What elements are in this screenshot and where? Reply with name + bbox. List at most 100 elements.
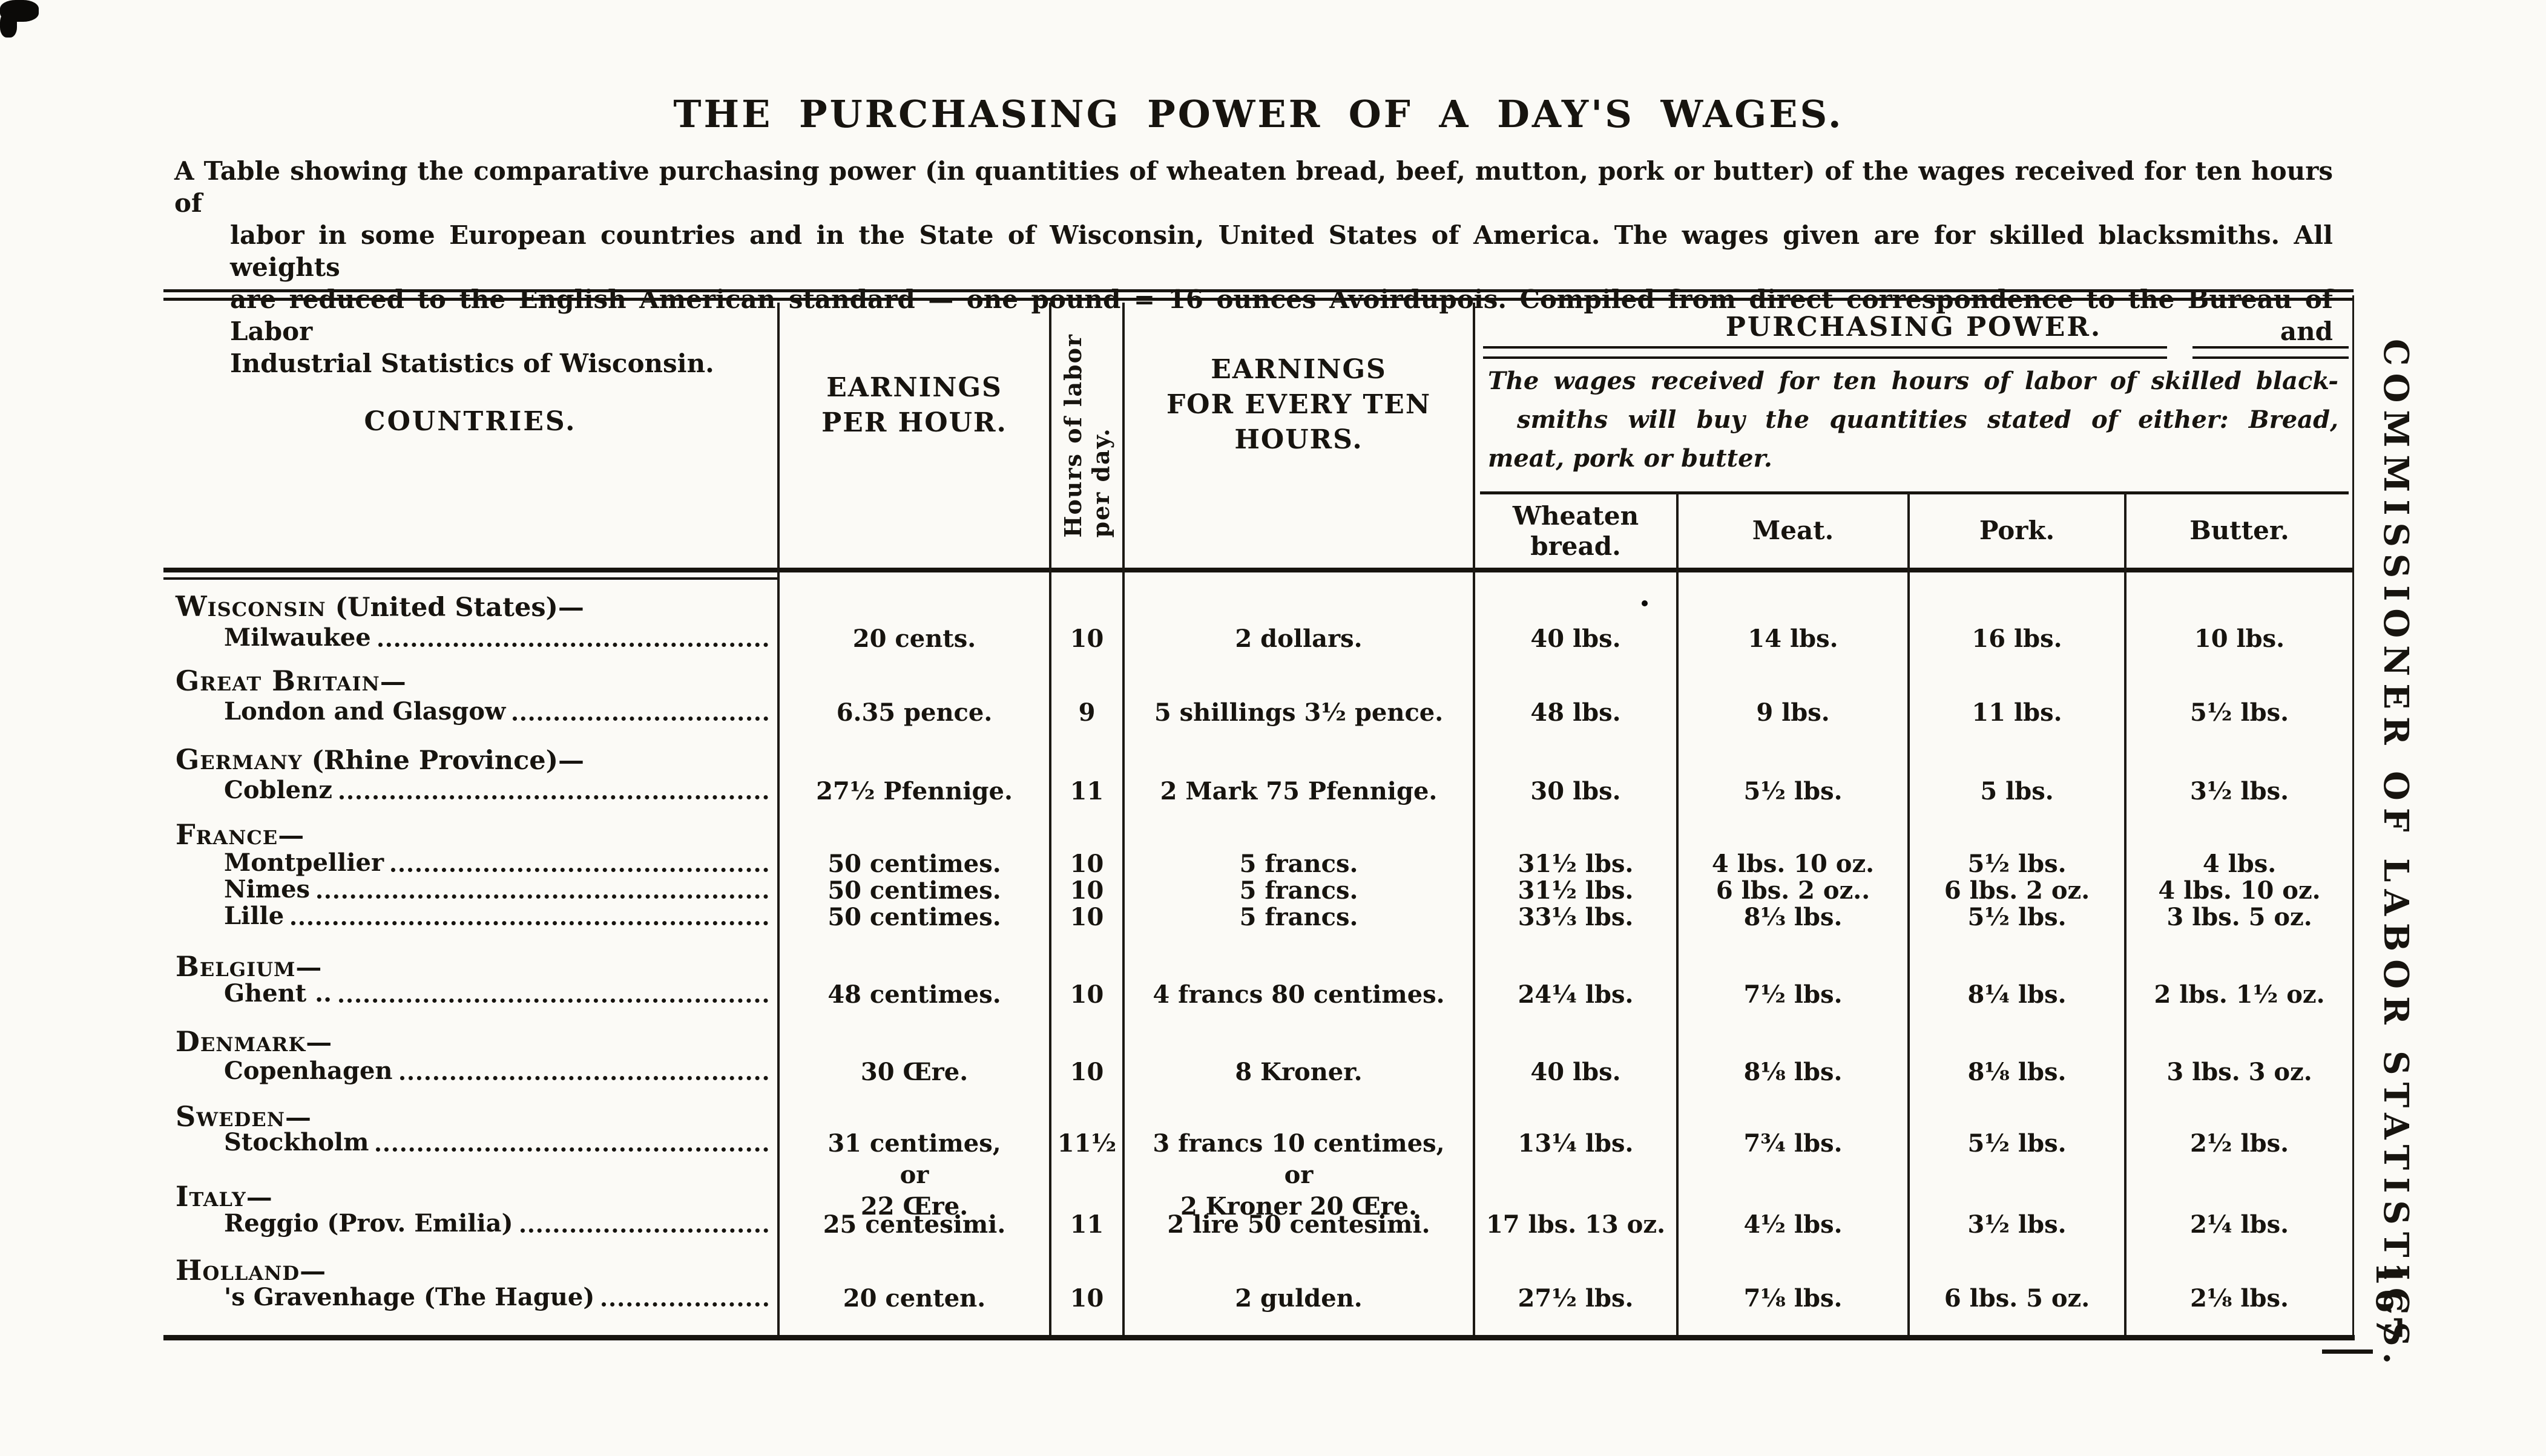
meat-value: 6 lbs. 2 oz..	[1715, 876, 1870, 905]
hours-value: 11	[1070, 1210, 1104, 1239]
page-number: 167	[2368, 1262, 2409, 1343]
header-earnings-per-hour: EARNINGS PER HOUR.	[778, 370, 1050, 441]
earnings-per-hour-value-line: 27½ Pfennige.	[816, 777, 1013, 805]
hours-value: 10	[1070, 625, 1104, 653]
city-row: Copenhagen	[224, 1057, 772, 1085]
header-hours-per-day-text: Hours of labor per day.	[1059, 333, 1115, 537]
dot-leader	[400, 1076, 768, 1080]
earnings-per-hour-value-line: 50 centimes.	[827, 876, 1001, 905]
header-earnings-ten-line3: HOURS.	[1234, 424, 1363, 455]
bread-value: 40 lbs.	[1530, 625, 1621, 653]
pork-value: 3½ lbs.	[1967, 1210, 2067, 1239]
hours-value: 10	[1070, 876, 1104, 905]
bread-value: 48 lbs.	[1530, 698, 1621, 727]
earnings-per-hour-value: 50 centimes.	[778, 875, 1050, 907]
city-row: Ghent ..	[224, 979, 772, 1008]
earnings-ten-value: 2 dollars.	[1123, 623, 1474, 655]
meat-value: 14 lbs.	[1748, 625, 1838, 653]
country-suffix: —	[300, 1256, 326, 1287]
earnings-ten-value-line: 3 francs 10 centimes,	[1153, 1129, 1445, 1158]
country-label: Holland—	[176, 1254, 781, 1287]
bread-value: 33⅓ lbs.	[1518, 903, 1634, 931]
header-countries: COUNTRIES.	[364, 406, 577, 437]
hours-value: 10	[1070, 1058, 1104, 1086]
earnings-per-hour-value-line: 50 centimes.	[827, 903, 1001, 931]
bread-value: 13¼ lbs.	[1518, 1129, 1634, 1158]
meat-value: 4½ lbs.	[1743, 1210, 1843, 1239]
earnings-per-hour-value: 50 centimes.	[778, 848, 1050, 880]
meat-value: 7½ lbs.	[1743, 980, 1843, 1009]
vrule-after-hours	[1122, 303, 1125, 1337]
page-title: THE PURCHASING POWER OF A DAY'S WAGES.	[673, 92, 1844, 136]
vrule-right-edge	[2352, 295, 2354, 1337]
hours-header-line1: Hours of labor	[1059, 333, 1087, 538]
pp-note: The wages received for ten hours of labo…	[1488, 362, 2338, 478]
dot-leader	[339, 999, 768, 1003]
butter-value: 2½ lbs.	[2189, 1129, 2289, 1158]
bread-value: 40 lbs.	[1530, 1058, 1621, 1086]
country-name: Wisconsin	[176, 590, 326, 623]
pork-value: 5 lbs.	[1980, 777, 2054, 805]
butter-value: 4 lbs. 10 oz.	[2158, 876, 2321, 905]
earnings-per-hour-value: 6.35 pence.	[778, 697, 1050, 729]
pp-note-line1: The wages received for ten hours of labo…	[1488, 367, 2338, 395]
earnings-per-hour-value-line: 6.35 pence.	[836, 698, 993, 727]
earnings-ten-value-line: 2 Kroner 20 Œre.	[1180, 1192, 1418, 1221]
dot-leader	[602, 1302, 768, 1307]
earnings-per-hour-value-line: 25 centesimi.	[823, 1210, 1006, 1239]
city-row: 's Gravenhage (The Hague)	[224, 1283, 772, 1311]
city-row: Reggio (Prov. Emilia)	[224, 1209, 772, 1238]
side-caption: COMMISSIONER OF LABOR STATISTICS.	[2376, 339, 2416, 1372]
dot-leader	[520, 1228, 768, 1233]
country-suffix: (United States)—	[326, 592, 584, 623]
pork-value: 6 lbs. 5 oz.	[1944, 1284, 2090, 1313]
pp-note-rule	[1480, 491, 2349, 494]
bread-value: 31½ lbs.	[1518, 876, 1634, 905]
country-suffix: (Rhine Province)—	[302, 746, 585, 776]
country-label: Sweden—	[176, 1100, 781, 1133]
earnings-ten-value-line: 2 Mark 75 Pfennige.	[1160, 777, 1438, 805]
pork-value: 5½ lbs.	[1967, 903, 2067, 931]
country-label: Great Britain—	[176, 664, 781, 697]
earnings-ten-value-line: 5 francs.	[1239, 876, 1358, 905]
city-row: Milwaukee	[224, 623, 772, 652]
bread-value: 17 lbs. 13 oz.	[1485, 1210, 1666, 1239]
page-number-tick	[2322, 1349, 2373, 1354]
meat-value: 4 lbs. 10 oz.	[1711, 850, 1875, 878]
meat-value: 5½ lbs.	[1743, 777, 1843, 805]
country-name: Italy	[176, 1180, 246, 1213]
earnings-ten-value: 3 francs 10 centimes, or 2 Kroner 20 Œre.	[1123, 1128, 1474, 1222]
earnings-ten-value: 2 gulden.	[1123, 1283, 1474, 1314]
meat-value: 7¾ lbs.	[1743, 1129, 1843, 1158]
country-name: Holland	[176, 1254, 300, 1287]
hours-header-line2: per day.	[1087, 427, 1114, 538]
city-row: Montpellier	[224, 848, 772, 877]
vrule-after-meat	[1907, 493, 1910, 1337]
earnings-ten-value-line: 2 dollars.	[1235, 625, 1363, 653]
country-suffix: —	[380, 667, 406, 697]
earnings-ten-value-line: or	[1284, 1161, 1314, 1189]
header-earnings-ten-line2: FOR EVERY TEN	[1166, 389, 1432, 420]
dot-leader	[317, 894, 768, 899]
city-name: Montpellier	[224, 848, 384, 877]
country-label: France—	[176, 818, 781, 851]
pork-value: 16 lbs.	[1972, 625, 2062, 653]
butter-value: 3½ lbs.	[2189, 777, 2289, 805]
country-suffix: —	[306, 1028, 332, 1058]
vrule-after-earnings-hour	[1049, 303, 1051, 1337]
hours-value: 10	[1070, 980, 1104, 1009]
city-name: Ghent ..	[224, 979, 332, 1008]
pork-value: 5½ lbs.	[1967, 1129, 2067, 1158]
hours-value: 9	[1078, 698, 1096, 727]
hours-value: 10	[1070, 1284, 1104, 1313]
hours-value: 11½	[1057, 1129, 1117, 1158]
earnings-ten-value: 5 francs.	[1123, 848, 1474, 880]
earnings-per-hour-value-line: 22 Œre.	[860, 1192, 969, 1221]
earnings-ten-value-line: 4 francs 80 centimes.	[1153, 980, 1445, 1009]
pp-title-rule-left	[1483, 346, 2167, 359]
country-name: Germany	[176, 743, 303, 776]
butter-value: 5½ lbs.	[2189, 698, 2289, 727]
country-name: Denmark	[176, 1025, 306, 1058]
vrule-after-bread	[1676, 493, 1679, 1337]
bread-value: 27½ lbs.	[1518, 1284, 1634, 1313]
